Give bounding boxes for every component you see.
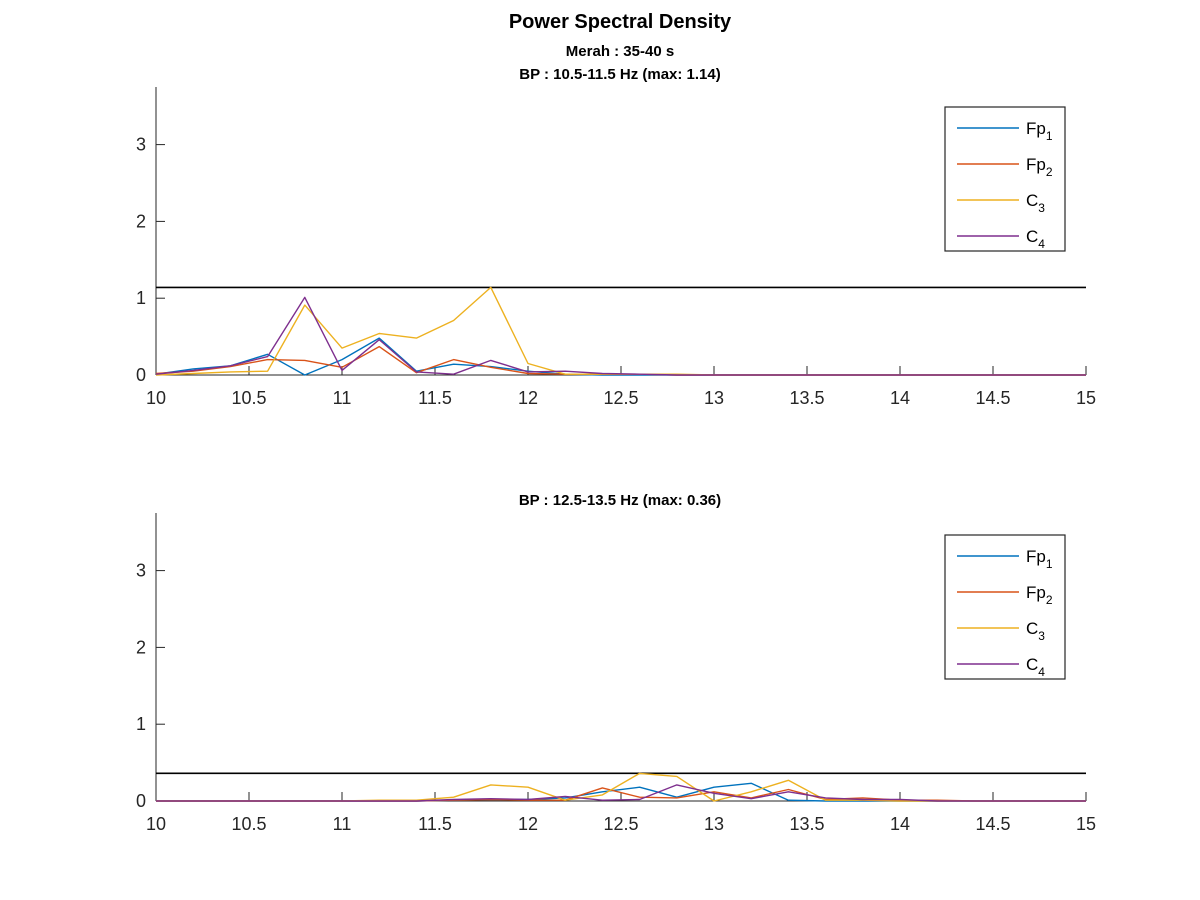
plot-bottom: BP : 12.5-13.5 Hz (max: 0.36) 10 10.5 11 11… [136,492,1096,834]
legend-box [944,534,1066,680]
series-line-c3 [155,286,1086,376]
figure-title: Power Spectral Density [509,11,732,33]
legend-label-subscript: 3 [1038,629,1045,643]
x-tick-label: 12.5 [603,814,638,834]
legend-label-subscript: 2 [1046,593,1053,607]
legend-label-subscript: 1 [1046,129,1053,143]
y-tick-label: 1 [136,714,146,734]
y-tick-label: 0 [136,365,146,385]
x-tick-label: 12.5 [603,388,638,408]
x-tick-label: 10 [146,388,166,408]
x-tick-label: 15 [1076,388,1096,408]
x-tick-label: 11.5 [418,388,452,408]
x-tick-label: 10.5 [231,814,266,834]
legend-label-subscript: 2 [1046,165,1053,179]
x-tick-label: 11 [333,814,352,834]
x-tick-label: 14.5 [975,388,1010,408]
y-tick-label: 0 [136,791,146,811]
plot-top: Merah : 35-40 s BP : 10.5-11.5 Hz (max: … [136,43,1096,408]
x-tick-label: 15 [1076,814,1096,834]
x-tick-label: 14 [890,388,910,408]
x-tick-label: 14.5 [975,814,1010,834]
legend-label-subscript: 4 [1038,237,1045,251]
legend-label-subscript: 3 [1038,201,1045,215]
plot-top-subtitle: Merah : 35-40 s [566,43,674,60]
y-tick-label: 2 [136,637,146,657]
x-tick-label: 10.5 [231,388,266,408]
y-tick-label: 2 [136,211,146,231]
series-line-c4 [155,296,1086,376]
y-tick-label: 3 [136,561,146,581]
x-tick-label: 12 [518,388,538,408]
y-tick-label: 3 [136,135,146,155]
x-tick-label: 10 [146,814,166,834]
x-tick-label: 13.5 [789,814,824,834]
legend-label-subscript: 4 [1038,665,1045,679]
plot-bottom-title: BP : 12.5-13.5 Hz (max: 0.36) [519,492,721,509]
x-tick-label: 13 [704,814,724,834]
x-tick-label: 11.5 [418,814,452,834]
legend-label-subscript: 1 [1046,557,1053,571]
x-tick-label: 13 [704,388,724,408]
y-tick-label: 1 [136,288,146,308]
series-line-c4 [156,784,1086,802]
x-tick-label: 13.5 [789,388,824,408]
x-tick-label: 12 [518,814,538,834]
x-tick-label: 11 [333,388,352,408]
legend-box [944,106,1066,252]
plot-top-title: BP : 10.5-11.5 Hz (max: 1.14) [519,66,721,83]
x-tick-label: 14 [890,814,910,834]
